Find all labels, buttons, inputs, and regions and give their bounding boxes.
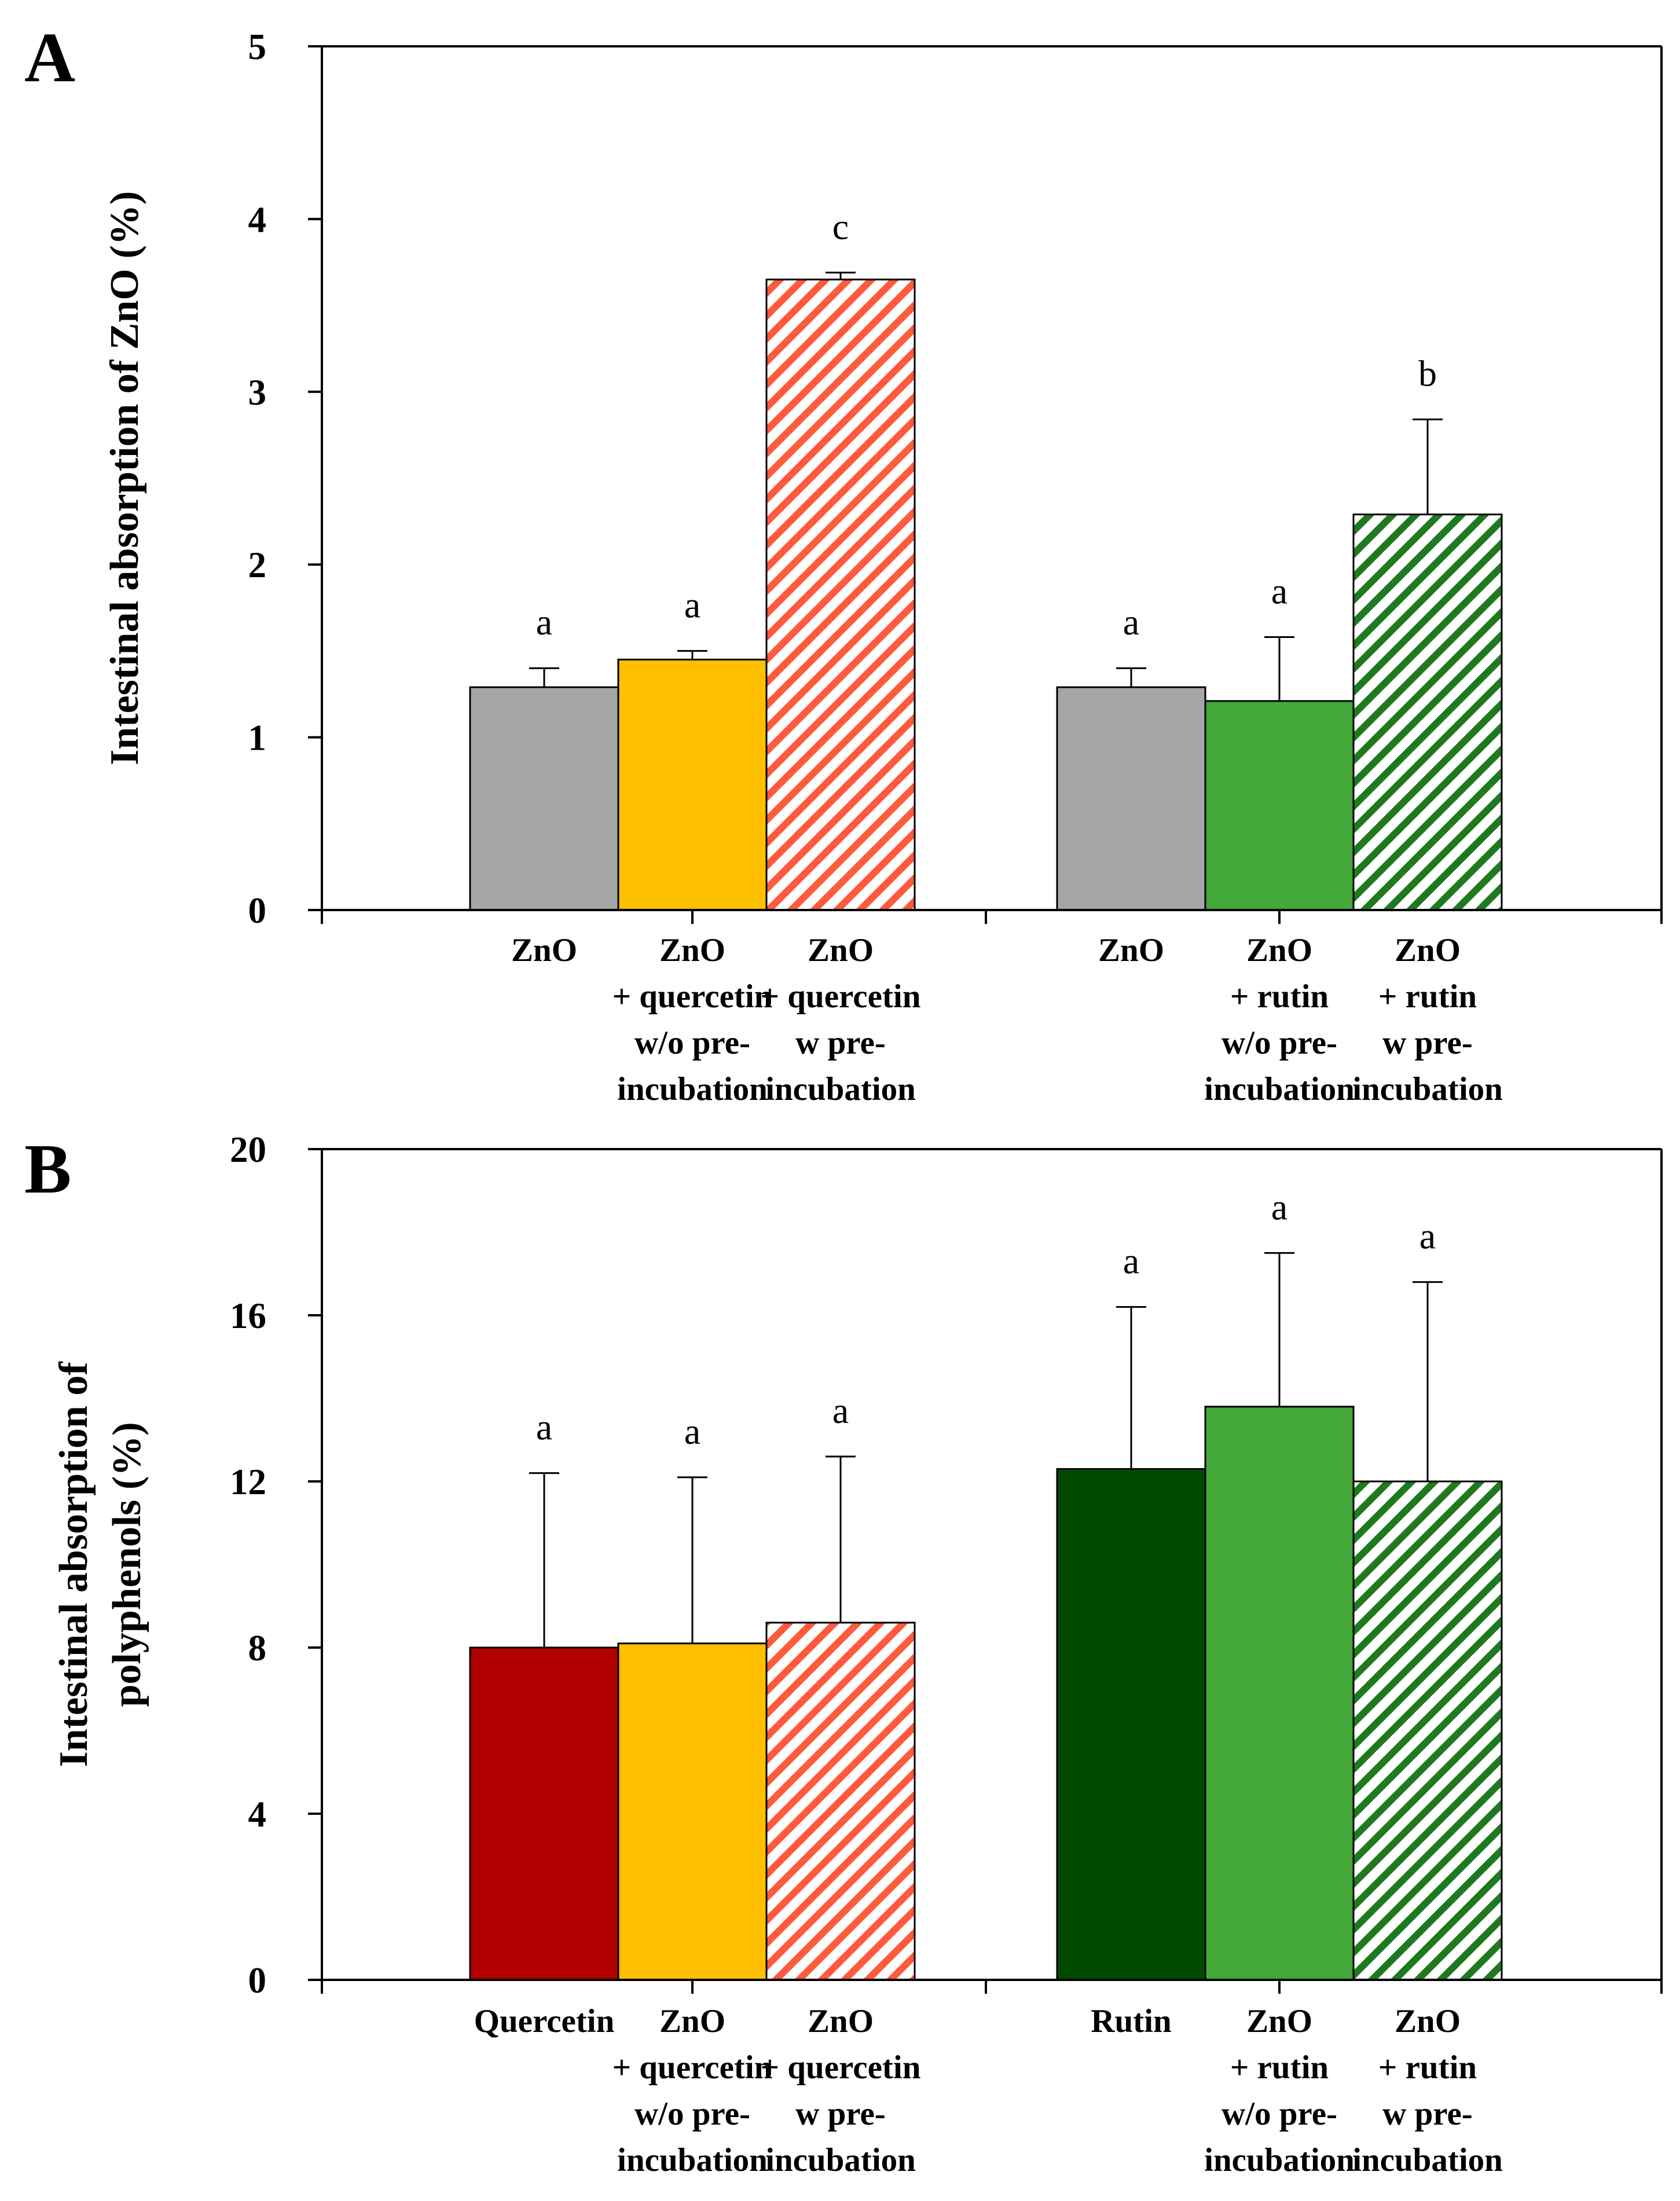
- significance-label-3: a: [832, 1390, 849, 1431]
- significance-label-2: a: [684, 1411, 700, 1452]
- bar-3: [765, 278, 916, 911]
- bar-4: [1056, 1468, 1206, 1981]
- y-tick-label: 12: [230, 1462, 266, 1502]
- significance-label-1: a: [536, 1407, 552, 1448]
- category-label-1: ZnO: [511, 932, 577, 969]
- y-axis-title: Intestinal absorption of polyphenols (%): [52, 1362, 149, 1767]
- significance-label-5: a: [1271, 571, 1287, 612]
- y-tick-label: 4: [248, 1794, 267, 1835]
- panel-a-letter: A: [24, 19, 75, 97]
- category-label-2: ZnO + quercetin w/o pre-incubation: [612, 932, 773, 1107]
- y-tick-label: 3: [248, 372, 267, 413]
- bar-2: [617, 658, 768, 911]
- panel-b-letter: B: [24, 1130, 71, 1208]
- y-tick-label: 5: [248, 27, 267, 67]
- category-label-6: ZnO + rutin w pre-incubation: [1352, 2003, 1503, 2178]
- y-tick-label: 1: [248, 718, 267, 758]
- significance-label-6: a: [1419, 1216, 1436, 1257]
- y-tick-label: 0: [248, 1960, 267, 2001]
- y-tick-label: 20: [230, 1129, 266, 1170]
- significance-label-6: b: [1418, 353, 1437, 394]
- bar-6: [1352, 1480, 1503, 1981]
- y-tick-label: 0: [248, 890, 267, 931]
- category-label-3: ZnO + quercetin w pre-incubation: [761, 932, 921, 1107]
- significance-label-1: a: [536, 601, 552, 643]
- y-tick-label: 2: [248, 545, 267, 585]
- panel-a: A a ZnO a ZnO + quercetin w/o pre-incubation c…: [24, 19, 1663, 1107]
- y-tick-label: 4: [248, 199, 267, 240]
- category-label-5: ZnO + rutin w/o pre-incubation: [1204, 932, 1355, 1107]
- category-label-4: Rutin: [1091, 2003, 1171, 2039]
- category-label-1: Quercetin: [474, 2003, 615, 2039]
- y-tick-label: 16: [230, 1296, 266, 1336]
- category-label-3: ZnO + quercetin w pre-incubation: [761, 2003, 921, 2178]
- significance-label-3: c: [832, 206, 849, 247]
- bar-3: [765, 1622, 916, 1981]
- significance-label-2: a: [684, 584, 700, 625]
- significance-label-5: a: [1271, 1186, 1287, 1227]
- bar-2: [617, 1642, 768, 1981]
- significance-label-4: a: [1123, 1241, 1139, 1282]
- bar-5: [1204, 1406, 1355, 1981]
- category-label-6: ZnO + rutin w pre-incubation: [1352, 932, 1503, 1107]
- bar-1: [469, 1646, 619, 1981]
- bar-6: [1352, 513, 1503, 911]
- bar-4: [1056, 686, 1206, 911]
- bar-5: [1204, 700, 1355, 911]
- category-label-4: ZnO: [1098, 932, 1164, 969]
- y-tick-label: 8: [248, 1628, 267, 1668]
- category-label-2: ZnO + quercetin w/o pre-incubation: [612, 2003, 773, 2178]
- panel-b: B a Quercetin a ZnO + quercetin w/o pre-incub…: [24, 1129, 1663, 2178]
- significance-label-4: a: [1123, 601, 1139, 643]
- y-axis-title: Intestinal absorption of ZnO (%): [102, 191, 147, 765]
- bar-1: [469, 686, 619, 911]
- category-label-5: ZnO + rutin w/o pre-incubation: [1204, 2003, 1355, 2178]
